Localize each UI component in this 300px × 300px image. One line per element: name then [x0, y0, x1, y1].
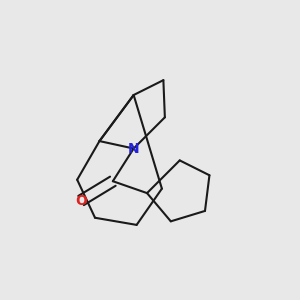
Text: O: O: [75, 194, 87, 208]
Text: N: N: [128, 142, 140, 155]
